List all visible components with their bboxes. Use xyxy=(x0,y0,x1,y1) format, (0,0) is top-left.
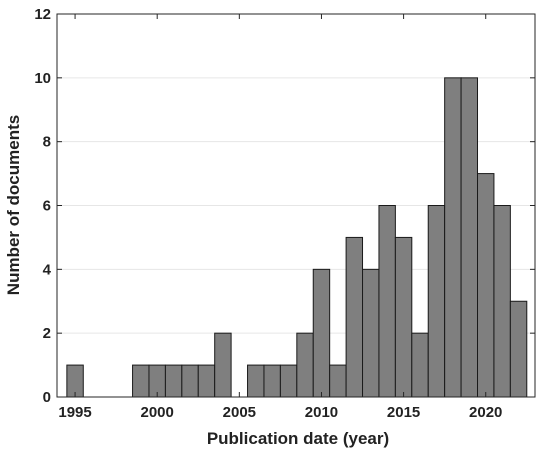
bar-2003 xyxy=(197,364,216,398)
bar-2021 xyxy=(493,205,511,398)
x-axis-title: Publication date (year) xyxy=(207,429,389,448)
x-tick-label-2005: 2005 xyxy=(223,404,256,421)
axis-ticks xyxy=(57,13,535,398)
x-tick-label-2015: 2015 xyxy=(387,404,420,421)
bar-2009 xyxy=(296,332,314,398)
bar-2019 xyxy=(460,77,479,398)
bar-2010 xyxy=(312,268,331,398)
bar-2014 xyxy=(378,205,396,398)
x-tick-label-1995: 1995 xyxy=(58,404,91,421)
x-tick-label-2010: 2010 xyxy=(305,404,338,421)
y-tick-label-6: 6 xyxy=(43,198,51,215)
bar-2017 xyxy=(427,205,446,398)
bar-2006 xyxy=(247,364,265,398)
y-tick-label-4: 4 xyxy=(43,261,52,278)
bar-2004 xyxy=(214,332,232,398)
bar-2012 xyxy=(345,236,364,398)
y-axis-title: Number of documents xyxy=(4,115,23,295)
bar-2001 xyxy=(164,364,183,398)
bar-2008 xyxy=(279,364,298,398)
bar-2020 xyxy=(477,173,495,398)
bar-2002 xyxy=(181,364,199,398)
bar-2011 xyxy=(329,364,347,398)
bar-2007 xyxy=(263,364,281,398)
bar-2018 xyxy=(444,77,462,398)
x-tick-label-2020: 2020 xyxy=(469,404,502,421)
bar-2013 xyxy=(362,268,380,398)
bars xyxy=(66,77,528,398)
x-tick-label-2000: 2000 xyxy=(141,404,174,421)
y-tick-label-0: 0 xyxy=(43,389,51,406)
y-tick-label-2: 2 xyxy=(43,325,51,342)
y-tick-labels: 0 2 4 6 8 10 12 xyxy=(34,6,51,406)
bar-2016 xyxy=(411,332,429,398)
bar-2022 xyxy=(509,300,528,398)
bar-1999 xyxy=(132,364,150,398)
y-tick-label-8: 8 xyxy=(43,134,51,151)
y-tick-label-12: 12 xyxy=(34,6,51,23)
bar-2015 xyxy=(394,236,413,398)
x-tick-labels: 1995 2000 2005 2010 2015 2020 xyxy=(58,404,502,421)
y-tick-label-10: 10 xyxy=(34,70,51,87)
